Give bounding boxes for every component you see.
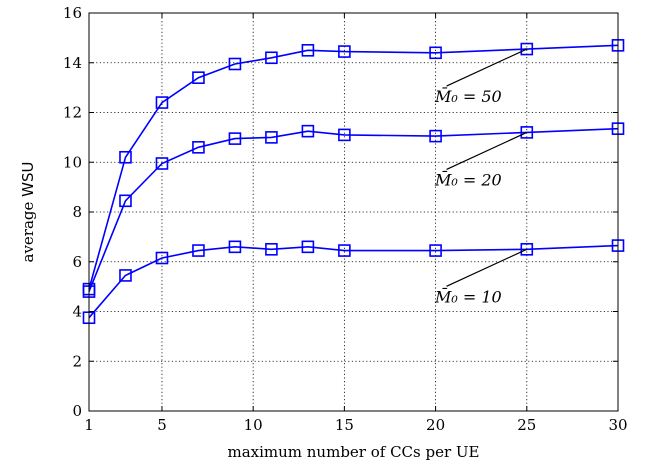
data-point bbox=[520, 126, 534, 139]
data-point bbox=[301, 240, 315, 254]
x-tick-label: 5 bbox=[157, 416, 167, 434]
data-point bbox=[119, 194, 132, 208]
data-point bbox=[338, 45, 351, 58]
data-point bbox=[228, 57, 242, 71]
data-point bbox=[155, 96, 169, 109]
data-point bbox=[119, 150, 132, 164]
data-point bbox=[155, 157, 169, 170]
data-point bbox=[520, 243, 534, 256]
annotations: M̄₀ = 50 M̄₀ = 20 M̄₀ = 10 bbox=[434, 48, 528, 306]
y-axis-label-accent: WSU bbox=[19, 162, 37, 197]
data-point bbox=[301, 124, 315, 138]
grid bbox=[89, 13, 618, 411]
series-annotation: M̄₀ = 50 bbox=[434, 85, 502, 106]
data-point bbox=[265, 131, 278, 144]
data-point bbox=[228, 240, 242, 254]
y-tick-label: 10 bbox=[63, 153, 82, 171]
annotation-pointer bbox=[446, 131, 528, 170]
data-point bbox=[119, 269, 132, 282]
x-tick-label: 30 bbox=[608, 416, 627, 434]
series-line bbox=[88, 244, 619, 319]
data-point bbox=[429, 46, 442, 60]
data-point bbox=[192, 71, 205, 84]
series-layer bbox=[82, 39, 625, 325]
series-line bbox=[88, 44, 619, 290]
y-axis-label: average WSU bbox=[19, 162, 37, 263]
data-point bbox=[520, 42, 534, 56]
series-2 bbox=[82, 239, 625, 325]
data-point bbox=[192, 141, 205, 154]
x-tick-label: 10 bbox=[244, 416, 263, 434]
x-tick-label: 25 bbox=[517, 416, 536, 434]
series-annotation: M̄₀ = 20 bbox=[434, 168, 502, 189]
data-point bbox=[192, 244, 205, 257]
data-point bbox=[338, 128, 351, 142]
series-line bbox=[88, 127, 619, 292]
series-1 bbox=[82, 122, 625, 298]
annotation-pointer bbox=[446, 48, 528, 87]
y-tick-label: 4 bbox=[72, 303, 82, 321]
x-tick-label: 20 bbox=[426, 416, 445, 434]
data-point bbox=[265, 243, 278, 256]
y-tick-label: 8 bbox=[72, 203, 82, 221]
data-point bbox=[429, 244, 442, 257]
y-axis-label-main: average bbox=[19, 197, 37, 263]
y-tick-label: 2 bbox=[72, 352, 82, 370]
series-0 bbox=[82, 39, 625, 296]
series-annotation: M̄₀ = 10 bbox=[434, 285, 502, 306]
data-point bbox=[301, 44, 315, 57]
y-tick-label: 0 bbox=[72, 402, 82, 420]
annotation-pointer bbox=[446, 248, 528, 287]
data-point bbox=[155, 251, 169, 265]
data-point bbox=[265, 51, 278, 65]
x-axis-label: maximum number of CCs per UE bbox=[227, 443, 479, 461]
y-tick-label: 14 bbox=[63, 54, 82, 72]
y-tick-label: 16 bbox=[63, 4, 82, 22]
y-tick-label: 6 bbox=[72, 253, 82, 271]
y-tick-label: 12 bbox=[63, 104, 82, 122]
data-point bbox=[429, 129, 442, 143]
data-point bbox=[338, 244, 351, 257]
x-tick-label: 1 bbox=[84, 416, 94, 434]
x-tick-label: 15 bbox=[335, 416, 354, 434]
data-point bbox=[228, 132, 242, 145]
